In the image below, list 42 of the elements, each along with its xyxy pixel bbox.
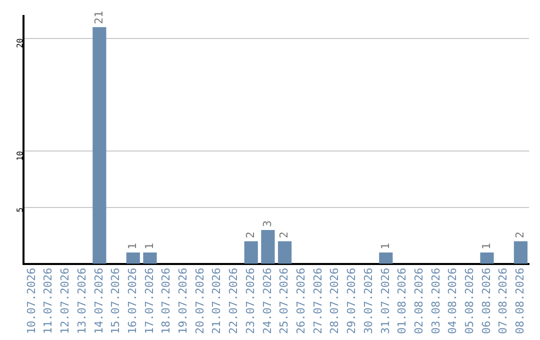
- x-tick-label: 16.07.2026: [126, 268, 139, 334]
- x-tick-label: 08.08.2026: [514, 268, 527, 334]
- x-tick-label: 21.07.2026: [210, 268, 224, 334]
- x-tick-label: 22.07.2026: [227, 268, 240, 334]
- x-tick-label: 10.07.2026: [24, 268, 38, 334]
- data-label: 2: [278, 232, 291, 238]
- x-tick-label: 25.07.2026: [278, 268, 291, 334]
- x-tick-label: 23.07.2026: [244, 268, 257, 334]
- data-label: 2: [244, 232, 257, 238]
- data-label: 1: [480, 242, 493, 250]
- y-tick-label: 5: [16, 207, 25, 212]
- x-tick-label: 17.07.2026: [142, 268, 156, 334]
- data-label: 1: [142, 242, 156, 250]
- x-tick-label: 02.08.2026: [412, 268, 426, 334]
- data-label: 21: [92, 10, 106, 24]
- x-tick-label: 13.07.2026: [75, 268, 88, 334]
- x-tick-label: 26.07.2026: [294, 268, 308, 334]
- x-tick-label: 06.08.2026: [480, 268, 493, 334]
- x-tick-label: 11.07.2026: [42, 268, 55, 334]
- x-tick-label: 04.08.2026: [446, 268, 460, 334]
- x-tick-label: 30.07.2026: [362, 268, 375, 334]
- x-tick-label: 05.08.2026: [463, 268, 476, 334]
- x-tick-label: 31.07.2026: [378, 268, 392, 334]
- y-tick-label: 20: [16, 38, 25, 48]
- data-label: 1: [126, 242, 139, 250]
- x-tick-label: 28.07.2026: [328, 268, 342, 334]
- x-tick-label: 14.07.2026: [92, 268, 106, 334]
- x-tick-label: 18.07.2026: [160, 268, 173, 334]
- data-label: 3: [260, 220, 274, 227]
- x-tick-label: 15.07.2026: [109, 268, 122, 334]
- x-tick-label: 29.07.2026: [345, 268, 358, 334]
- x-tick-label: 19.07.2026: [176, 268, 190, 334]
- x-tick-label: 03.08.2026: [429, 268, 442, 334]
- data-label: 2: [514, 232, 527, 238]
- y-tick-label: 10: [16, 150, 25, 161]
- x-tick-label: 27.07.2026: [311, 268, 324, 334]
- x-tick-label: 12.07.2026: [58, 268, 72, 334]
- x-tick-label: 01.08.2026: [396, 268, 409, 334]
- data-label: 1: [378, 242, 392, 250]
- x-tick-label: 07.08.2026: [496, 268, 510, 334]
- x-tick-label: 20.07.2026: [193, 268, 206, 334]
- x-tick-label: 24.07.2026: [260, 268, 274, 334]
